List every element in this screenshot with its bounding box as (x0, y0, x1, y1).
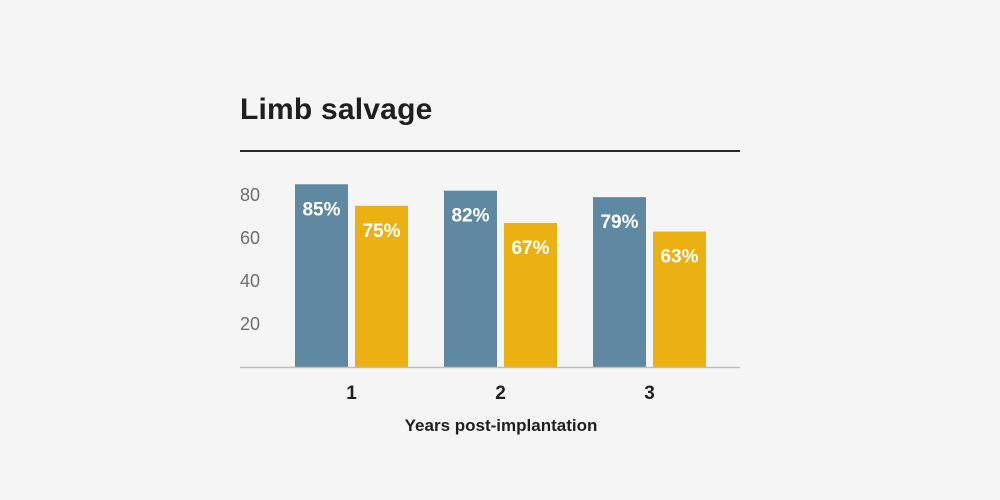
x-tick-label: 3 (644, 383, 655, 404)
bar-data-label: 79% (600, 212, 638, 233)
x-tick-label: 2 (495, 383, 506, 404)
x-tick-label: 1 (346, 383, 357, 404)
bar (295, 184, 348, 367)
bar (444, 190, 497, 367)
bar-data-label: 85% (302, 199, 340, 220)
y-tick-label: 60 (240, 228, 260, 248)
bar (504, 222, 557, 367)
bar-data-label: 82% (451, 206, 489, 227)
y-tick-label: 80 (240, 185, 260, 205)
y-tick-label: 20 (240, 314, 260, 334)
chart-title: Limb salvage (240, 93, 433, 126)
bar-data-label: 75% (362, 221, 400, 242)
bar (593, 197, 646, 367)
bar-data-label: 63% (660, 247, 698, 268)
title-divider (240, 150, 740, 152)
y-tick-label: 40 (240, 271, 260, 291)
bar (355, 205, 408, 367)
bar (653, 231, 706, 367)
x-axis-title: Years post-implantation (405, 416, 598, 435)
bar-data-label: 67% (511, 238, 549, 259)
